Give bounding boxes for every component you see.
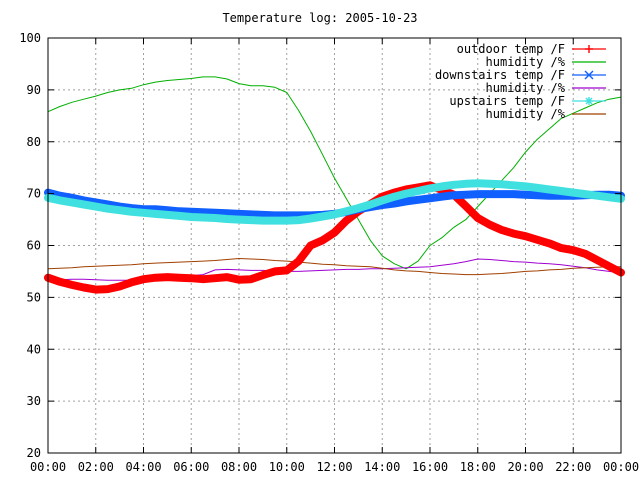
- series-line-5: [47, 258, 622, 276]
- x-tick-label: 02:00: [78, 460, 114, 474]
- y-tick-label: 80: [27, 135, 41, 149]
- legend-entry: humidity /%: [486, 81, 606, 95]
- y-tick-label: 20: [27, 446, 41, 460]
- series-line-3: [47, 258, 622, 281]
- legend-entry: humidity /%: [486, 55, 606, 69]
- x-tick-label: 08:00: [221, 460, 257, 474]
- legend-label: humidity /%: [486, 55, 566, 69]
- x-tick-label: 12:00: [316, 460, 352, 474]
- x-tick-label: 20:00: [507, 460, 543, 474]
- y-tick-label: 50: [27, 290, 41, 304]
- legend-label: humidity /%: [486, 107, 566, 121]
- legend-label: downstairs temp /F: [435, 68, 565, 82]
- y-tick-label: 40: [27, 342, 41, 356]
- y-tick-label: 100: [19, 31, 41, 45]
- y-tick-label: 70: [27, 187, 41, 201]
- x-tick-label: 10:00: [269, 460, 305, 474]
- x-tick-label: 16:00: [412, 460, 448, 474]
- series-line-0: [44, 181, 625, 294]
- x-tick-label: 06:00: [173, 460, 209, 474]
- legend-marker: [585, 97, 593, 105]
- series-line-1: [47, 76, 622, 270]
- y-tick-label: 90: [27, 83, 41, 97]
- x-tick-label: 04:00: [125, 460, 161, 474]
- legend-marker: [585, 45, 593, 53]
- chart-title: Temperature log: 2005-10-23: [222, 11, 417, 25]
- axis-ticks: 20 30 40 50 60 70 80 90 100 00:00 02:00 04:00 06:00 0…: [19, 31, 639, 474]
- legend-entry: outdoor temp /F: [457, 42, 606, 56]
- legend-label: outdoor temp /F: [457, 42, 565, 56]
- y-tick-label: 30: [27, 394, 41, 408]
- legend-label: humidity /%: [486, 81, 566, 95]
- x-tick-label: 22:00: [555, 460, 591, 474]
- x-tick-label: 00:00: [30, 460, 66, 474]
- series-layer: [44, 76, 625, 294]
- legend-marker: [584, 70, 594, 80]
- legend-entry: downstairs temp /F: [435, 68, 606, 82]
- legend-label: upstairs temp /F: [449, 94, 565, 108]
- x-tick-label: 00:00: [603, 460, 639, 474]
- grid: [48, 38, 621, 453]
- series-line-4: [44, 179, 625, 225]
- x-tick-label: 18:00: [460, 460, 496, 474]
- y-tick-label: 60: [27, 239, 41, 253]
- legend-entry: humidity /%: [486, 107, 606, 121]
- x-tick-label: 14:00: [364, 460, 400, 474]
- legend-entry: upstairs temp /F: [449, 94, 606, 108]
